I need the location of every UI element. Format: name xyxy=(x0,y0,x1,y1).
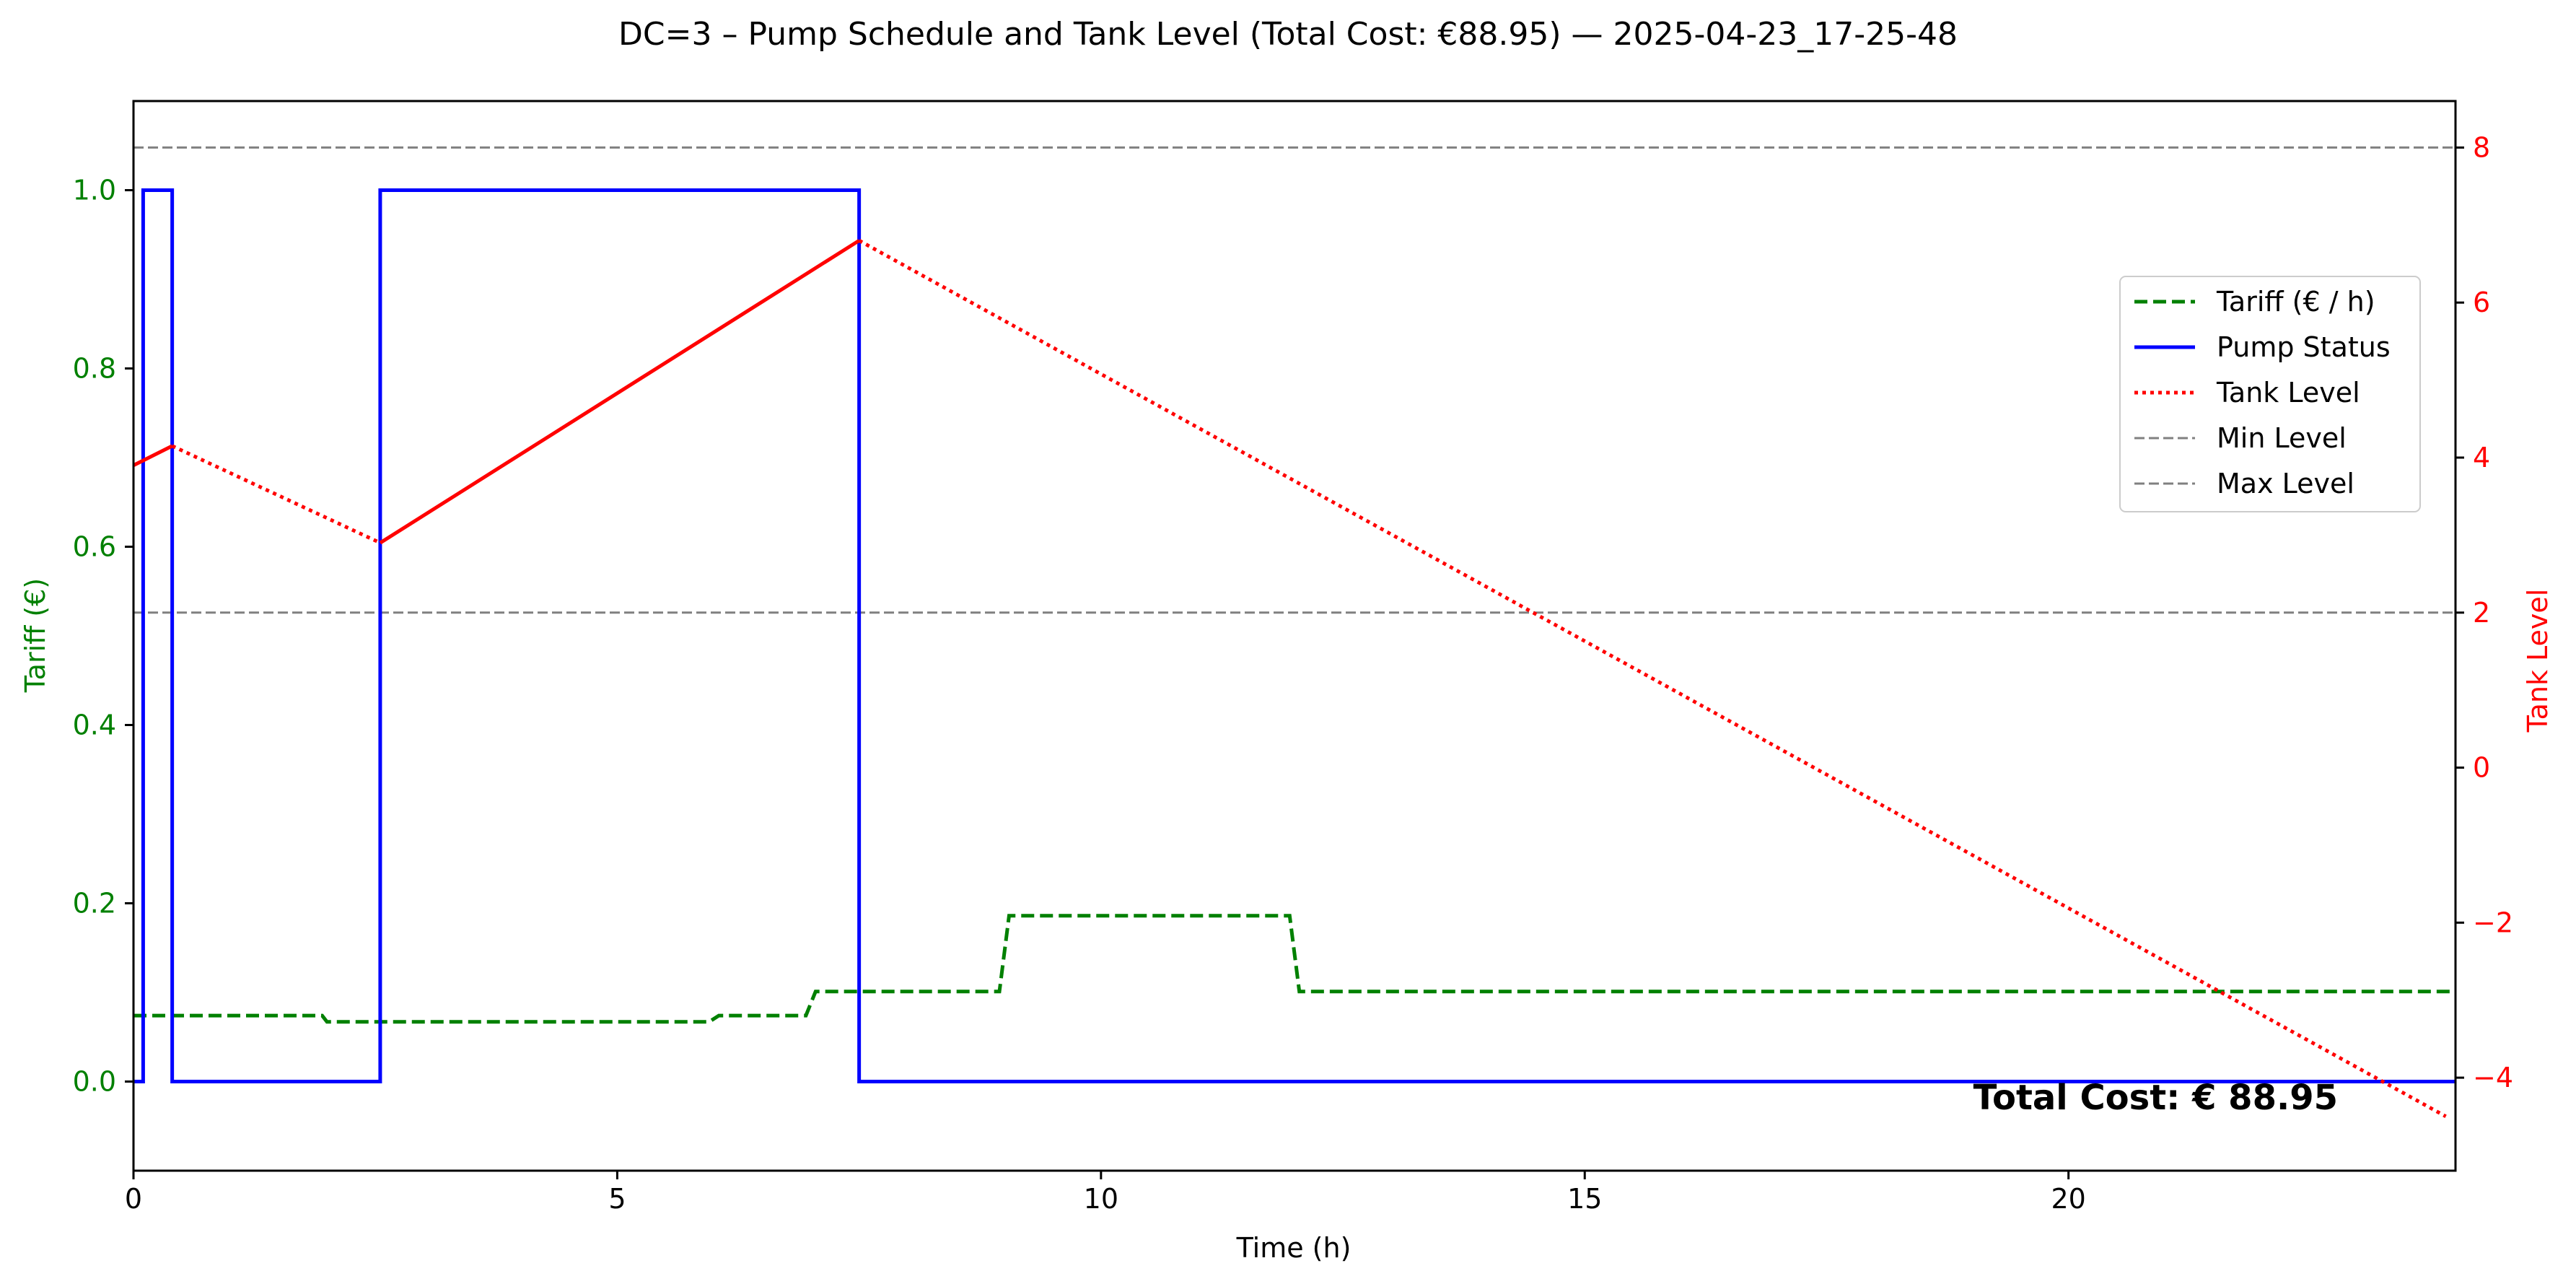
x-axis-label: Time (h) xyxy=(1236,1232,1351,1264)
legend-min-label: Min Level xyxy=(2217,422,2347,454)
legend: Tariff (€ / h) Pump Status Tank Level Mi… xyxy=(2119,276,2421,512)
y-left-tick-label: 1.0 xyxy=(73,175,116,206)
y-right-tick-label: 8 xyxy=(2473,131,2490,163)
x-tick-label: 15 xyxy=(1567,1183,1602,1215)
y-right-tick-label: 6 xyxy=(2473,287,2490,318)
chart-title: DC=3 – Pump Schedule and Tank Level (Tot… xyxy=(618,16,1958,53)
legend-pump-label: Pump Status xyxy=(2217,331,2391,363)
x-tick-label: 5 xyxy=(608,1183,626,1215)
tank-level-segment-3 xyxy=(858,239,2447,1119)
tank-level-segment-0 xyxy=(132,444,173,467)
y-left-tick-label: 0.6 xyxy=(73,531,116,563)
pump-status-series-line xyxy=(133,188,2455,1083)
plot-frame xyxy=(132,100,2457,1172)
plot-area xyxy=(132,146,2455,1119)
x-tick-label: 20 xyxy=(2051,1183,2085,1215)
y-right-tick-label: 4 xyxy=(2473,442,2490,473)
y-axis-left-label: Tariff (€) xyxy=(19,578,51,693)
legend-tariff-label: Tariff (€ / h) xyxy=(2216,286,2375,318)
tank-level-segment-2 xyxy=(379,239,860,545)
y-right-tick-label: 2 xyxy=(2473,597,2490,629)
axes: 0 5 10 15 20 0.0 0.2 0.4 0.6 0.8 1.0 −4 −2 0 2 4 6 8 xyxy=(73,100,2513,1215)
y-left-tick-label: 0.0 xyxy=(73,1066,116,1098)
y-axis-right-label: Tank Level xyxy=(2522,589,2554,733)
x-tick-label: 0 xyxy=(125,1183,142,1215)
legend-tank-label: Tank Level xyxy=(2216,377,2360,409)
y-right-tick-label: −4 xyxy=(2473,1062,2513,1093)
legend-box xyxy=(2119,276,2421,512)
y-left-tick-label: 0.8 xyxy=(73,353,116,385)
total-cost-annotation: Total Cost: € 88.95 xyxy=(1973,1078,2338,1118)
tariff-series-line xyxy=(133,914,2455,1024)
y-left-tick-label: 0.2 xyxy=(73,888,116,920)
y-left-tick-label: 0.4 xyxy=(73,709,116,741)
legend-max-label: Max Level xyxy=(2217,468,2354,499)
y-right-tick-label: −2 xyxy=(2473,907,2513,938)
y-right-tick-label: 0 xyxy=(2473,752,2490,784)
tank-level-segment-1 xyxy=(171,444,381,545)
x-tick-label: 10 xyxy=(1084,1183,1118,1215)
